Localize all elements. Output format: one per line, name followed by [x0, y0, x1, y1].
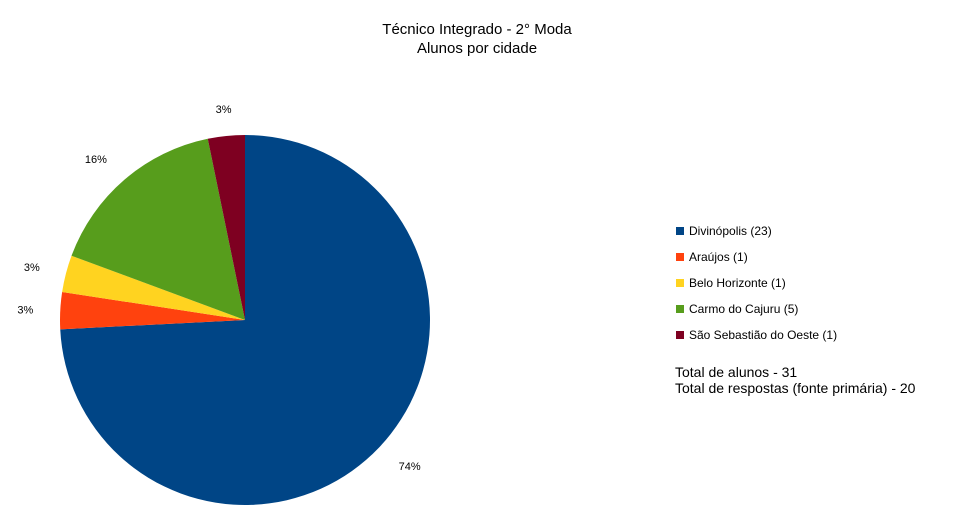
legend-item-2: Belo Horizonte (1)	[676, 270, 837, 296]
legend-label-3: Carmo do Cajuru (5)	[689, 302, 799, 316]
pie-slice-4	[207, 135, 245, 320]
legend-swatch-0	[676, 227, 684, 235]
pie-slice-1	[60, 291, 246, 330]
legend-swatch-4	[676, 331, 684, 339]
legend-swatch-1	[676, 253, 684, 261]
pie-slice-2	[62, 255, 245, 320]
pie-slice-0	[60, 135, 430, 506]
legend-swatch-2	[676, 279, 684, 287]
chart-title: Técnico Integrado - 2° Moda	[382, 21, 572, 38]
slice-data-label-3: 16%	[85, 154, 107, 166]
chart-legend: Divinópolis (23) Araújos (1) Belo Horizont…	[676, 218, 837, 348]
legend-label-2: Belo Horizonte (1)	[689, 276, 786, 290]
slice-data-label-2: 3%	[24, 262, 40, 274]
legend-item-3: Carmo do Cajuru (5)	[676, 296, 837, 322]
legend-item-0: Divinópolis (23)	[676, 218, 837, 244]
legend-swatch-3	[676, 305, 684, 313]
chart-title-block: Técnico Integrado - 2° Moda Alunos por c…	[0, 20, 954, 58]
slice-data-label-0: 74%	[399, 461, 421, 473]
legend-label-1: Araújos (1)	[689, 250, 748, 264]
totals-block: Total de alunos - 31 Total de respostas …	[675, 364, 915, 396]
slice-data-label-4: 3%	[216, 104, 232, 116]
legend-item-4: São Sebastião do Oeste (1)	[676, 322, 837, 348]
legend-label-0: Divinópolis (23)	[689, 224, 772, 238]
slice-data-label-1: 3%	[17, 304, 33, 316]
total-students-text: Total de alunos - 31	[675, 364, 798, 380]
legend-item-1: Araújos (1)	[676, 244, 837, 270]
total-responses-text: Total de respostas (fonte primária) - 20	[675, 380, 916, 396]
legend-label-4: São Sebastião do Oeste (1)	[689, 328, 838, 342]
chart-subtitle: Alunos por cidade	[416, 40, 538, 57]
pie-slice-3	[71, 138, 245, 320]
